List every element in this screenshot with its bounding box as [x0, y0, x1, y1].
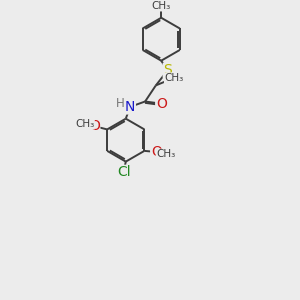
Text: O: O — [156, 97, 167, 111]
Text: N: N — [125, 100, 135, 114]
Text: S: S — [163, 63, 172, 77]
Text: O: O — [151, 145, 162, 159]
Text: O: O — [89, 119, 100, 133]
Text: CH₃: CH₃ — [152, 1, 171, 11]
Text: CH₃: CH₃ — [164, 73, 184, 83]
Text: CH₃: CH₃ — [156, 149, 176, 159]
Text: Cl: Cl — [117, 165, 130, 179]
Text: CH₃: CH₃ — [75, 119, 94, 129]
Text: H: H — [116, 97, 125, 110]
